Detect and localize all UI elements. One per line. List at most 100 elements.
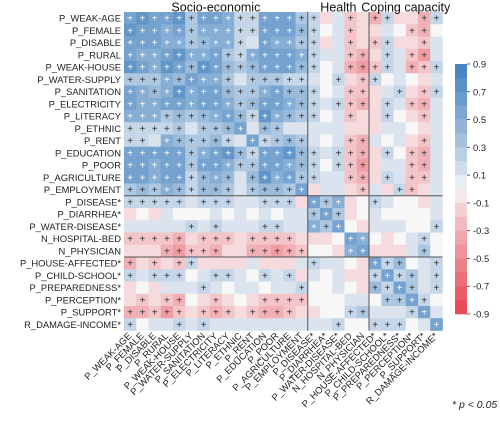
significance-marker: +	[139, 112, 145, 123]
heatmap-cell	[148, 97, 162, 111]
heatmap-cell	[136, 97, 149, 111]
significance-marker: +	[127, 271, 133, 282]
significance-marker: +	[372, 283, 378, 294]
heatmap-cell	[197, 61, 211, 74]
significance-marker: +	[176, 185, 182, 196]
significance-marker: +	[311, 50, 317, 61]
heatmap-cell	[405, 159, 419, 172]
heatmap-cell	[393, 97, 407, 111]
heatmap-cell	[197, 281, 211, 295]
heatmap-cell	[258, 24, 272, 37]
significance-marker: +	[225, 99, 231, 110]
significance-marker: +	[299, 99, 305, 110]
significance-marker: +	[127, 38, 133, 49]
significance-marker: +	[286, 75, 292, 86]
heatmap-cell	[148, 244, 162, 258]
heatmap-cell	[271, 257, 284, 270]
significance-marker: +	[299, 136, 305, 147]
heatmap-cell	[320, 73, 333, 86]
heatmap-cell	[136, 36, 149, 50]
heatmap-cell	[356, 97, 370, 111]
heatmap-cell	[320, 293, 333, 307]
heatmap-cell	[209, 110, 223, 123]
significance-marker: +	[176, 99, 182, 110]
heatmap-cell	[320, 318, 333, 331]
significance-marker: +	[225, 197, 231, 208]
significance-marker: +	[274, 99, 280, 110]
heatmap-cell	[173, 12, 186, 25]
heatmap-cell	[356, 232, 370, 246]
heatmap-cell	[369, 183, 382, 197]
heatmap-cell	[307, 244, 321, 258]
heatmap-cell	[258, 97, 272, 111]
heatmap-cell	[405, 12, 419, 25]
heatmap-cell	[430, 318, 443, 331]
heatmap-cell	[369, 134, 382, 148]
heatmap-cell	[148, 36, 162, 50]
significance-marker: +	[348, 38, 354, 49]
significance-marker: +	[188, 26, 194, 37]
heatmap-cell	[344, 195, 358, 209]
colorbar-segment	[455, 300, 467, 315]
significance-marker: +	[311, 112, 317, 123]
heatmap-cell	[209, 244, 223, 258]
heatmap-cell	[369, 110, 382, 123]
significance-marker: +	[348, 26, 354, 37]
heatmap-cell	[369, 12, 382, 25]
heatmap-cell	[430, 48, 443, 62]
significance-marker: +	[139, 63, 145, 74]
heatmap-cell	[356, 220, 370, 233]
heatmap-cell	[258, 73, 272, 86]
significance-marker: +	[164, 50, 170, 61]
heatmap-cell	[136, 85, 149, 99]
heatmap-cell	[222, 195, 235, 209]
heatmap-cell	[246, 281, 260, 295]
heatmap-cell	[271, 195, 284, 209]
heatmap-cell	[185, 48, 198, 62]
heatmap-cell	[271, 318, 284, 331]
significance-marker: +	[397, 283, 403, 294]
heatmap-cell	[246, 306, 260, 319]
significance-marker: +	[213, 87, 219, 98]
significance-marker: +	[384, 283, 390, 294]
significance-marker: +	[348, 148, 354, 159]
significance-marker: +	[139, 14, 145, 25]
heatmap-cell	[246, 48, 260, 62]
heatmap-cell	[295, 293, 309, 307]
significance-marker: +	[262, 99, 268, 110]
significance-marker: +	[213, 63, 219, 74]
significance-marker: +	[201, 75, 207, 86]
significance-marker: +	[433, 222, 439, 233]
heatmap-cell	[405, 281, 419, 295]
significance-marker: +	[152, 234, 158, 245]
heatmap-cell	[356, 122, 370, 135]
colorbar-segment	[455, 189, 467, 204]
heatmap-cell	[222, 293, 235, 307]
heatmap-cell	[124, 36, 137, 50]
heatmap-cell	[369, 318, 382, 331]
significance-marker: +	[250, 185, 256, 196]
heatmap-cell	[295, 183, 309, 197]
heatmap-cell	[136, 244, 149, 258]
colorbar-segment	[455, 202, 467, 218]
heatmap-cell	[307, 73, 321, 86]
colorbar-segment	[455, 161, 467, 176]
heatmap-cell	[405, 195, 419, 209]
significance-marker: +	[384, 295, 390, 306]
heatmap-cell	[234, 257, 247, 270]
heatmap-cell	[136, 159, 149, 172]
heatmap-cell	[344, 97, 358, 111]
significance-marker: +	[397, 271, 403, 282]
heatmap-cell	[283, 183, 296, 197]
significance-marker: +	[348, 50, 354, 61]
significance-marker: +	[286, 308, 292, 319]
heatmap-cell	[258, 48, 272, 62]
significance-marker: +	[384, 63, 390, 74]
heatmap-cell	[197, 12, 211, 25]
significance-marker: +	[201, 234, 207, 245]
heatmap-cell	[320, 36, 333, 50]
heatmap-cell	[344, 24, 358, 37]
significance-marker: +	[176, 161, 182, 172]
significance-marker: +	[201, 87, 207, 98]
significance-marker: +	[152, 259, 158, 270]
